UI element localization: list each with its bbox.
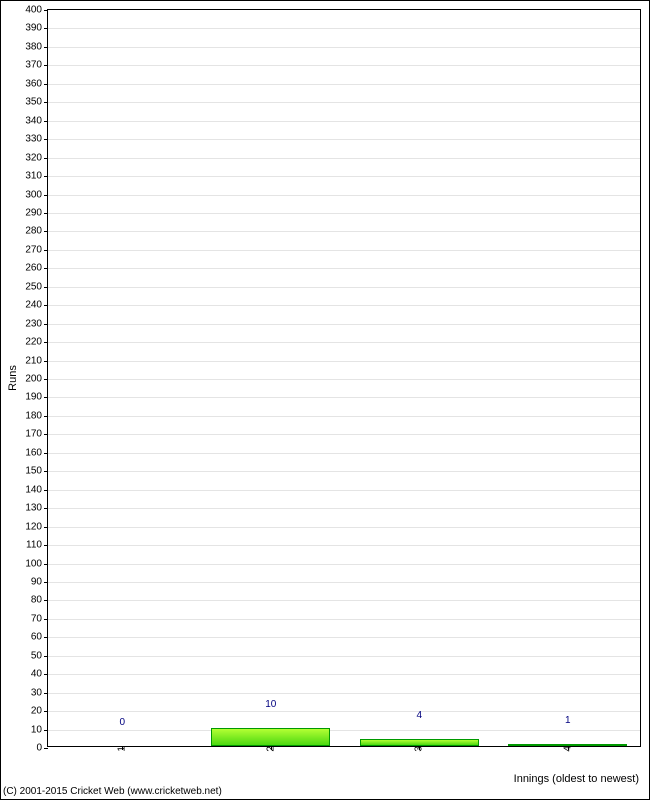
ytick-label: 100 — [25, 558, 48, 569]
bar-value-label: 0 — [119, 717, 125, 731]
gridline — [48, 656, 640, 657]
gridline — [48, 158, 640, 159]
gridline — [48, 213, 640, 214]
ytick-label: 140 — [25, 484, 48, 495]
ytick-label: 230 — [25, 318, 48, 329]
ytick-label: 390 — [25, 23, 48, 34]
gridline — [48, 84, 640, 85]
ytick-label: 120 — [25, 521, 48, 532]
gridline — [48, 379, 640, 380]
gridline — [48, 637, 640, 638]
xtick-label: 2 — [259, 746, 276, 752]
ytick-label: 330 — [25, 134, 48, 145]
ytick-label: 170 — [25, 429, 48, 440]
gridline — [48, 730, 640, 731]
gridline — [48, 102, 640, 103]
ytick-label: 20 — [31, 706, 48, 717]
gridline — [48, 693, 640, 694]
gridline — [48, 674, 640, 675]
ytick-label: 380 — [25, 41, 48, 52]
gridline — [48, 121, 640, 122]
gridline — [48, 305, 640, 306]
ytick-label: 0 — [36, 743, 48, 754]
ytick-label: 90 — [31, 576, 48, 587]
gridline — [48, 416, 640, 417]
bar-value-label: 10 — [265, 699, 276, 713]
ytick-label: 130 — [25, 503, 48, 514]
ytick-label: 70 — [31, 613, 48, 624]
ytick-label: 310 — [25, 171, 48, 182]
gridline — [48, 268, 640, 269]
gridline — [48, 195, 640, 196]
gridline — [48, 176, 640, 177]
gridline — [48, 361, 640, 362]
ytick-label: 270 — [25, 244, 48, 255]
ytick-label: 80 — [31, 595, 48, 606]
ytick-label: 280 — [25, 226, 48, 237]
ytick-label: 190 — [25, 392, 48, 403]
gridline — [48, 564, 640, 565]
ytick-label: 350 — [25, 97, 48, 108]
gridline — [48, 287, 640, 288]
gridline — [48, 527, 640, 528]
ytick-label: 290 — [25, 207, 48, 218]
chart-frame: 0102030405060708090100110120130140150160… — [0, 0, 650, 800]
ytick-label: 260 — [25, 263, 48, 274]
gridline — [48, 508, 640, 509]
ytick-label: 200 — [25, 374, 48, 385]
ytick-label: 40 — [31, 669, 48, 680]
gridline — [48, 65, 640, 66]
gridline — [48, 28, 640, 29]
ytick-label: 150 — [25, 466, 48, 477]
ytick-label: 340 — [25, 115, 48, 126]
ytick-label: 160 — [25, 447, 48, 458]
xtick-label: 1 — [111, 746, 128, 752]
bar — [211, 728, 330, 746]
gridline — [48, 139, 640, 140]
ytick-label: 30 — [31, 687, 48, 698]
ytick-label: 50 — [31, 650, 48, 661]
x-axis-label: Innings (oldest to newest) — [514, 773, 639, 785]
gridline — [48, 582, 640, 583]
gridline — [48, 342, 640, 343]
ytick-label: 400 — [25, 5, 48, 16]
ytick-label: 320 — [25, 152, 48, 163]
ytick-label: 180 — [25, 410, 48, 421]
gridline — [48, 471, 640, 472]
ytick-label: 110 — [26, 540, 48, 551]
gridline — [48, 250, 640, 251]
ytick-label: 220 — [25, 337, 48, 348]
bar-value-label: 4 — [416, 710, 422, 724]
gridline — [48, 324, 640, 325]
gridline — [48, 453, 640, 454]
gridline — [48, 619, 640, 620]
ytick-label: 210 — [25, 355, 48, 366]
ytick-label: 240 — [25, 300, 48, 311]
plot-area: 0102030405060708090100110120130140150160… — [47, 9, 641, 747]
gridline — [48, 47, 640, 48]
ytick-label: 250 — [25, 281, 48, 292]
xtick-label: 3 — [408, 746, 425, 752]
gridline — [48, 545, 640, 546]
bar-value-label: 1 — [565, 715, 571, 729]
copyright-text: (C) 2001-2015 Cricket Web (www.cricketwe… — [3, 786, 222, 797]
ytick-label: 360 — [25, 78, 48, 89]
ytick-label: 60 — [31, 632, 48, 643]
ytick-label: 300 — [25, 189, 48, 200]
bar — [508, 744, 627, 746]
gridline — [48, 434, 640, 435]
y-axis-label: Runs — [7, 365, 19, 391]
bar — [360, 739, 479, 746]
gridline — [48, 711, 640, 712]
gridline — [48, 490, 640, 491]
xtick-label: 4 — [556, 746, 573, 752]
ytick-label: 10 — [31, 724, 48, 735]
gridline — [48, 231, 640, 232]
ytick-label: 370 — [25, 60, 48, 71]
gridline — [48, 397, 640, 398]
gridline — [48, 600, 640, 601]
